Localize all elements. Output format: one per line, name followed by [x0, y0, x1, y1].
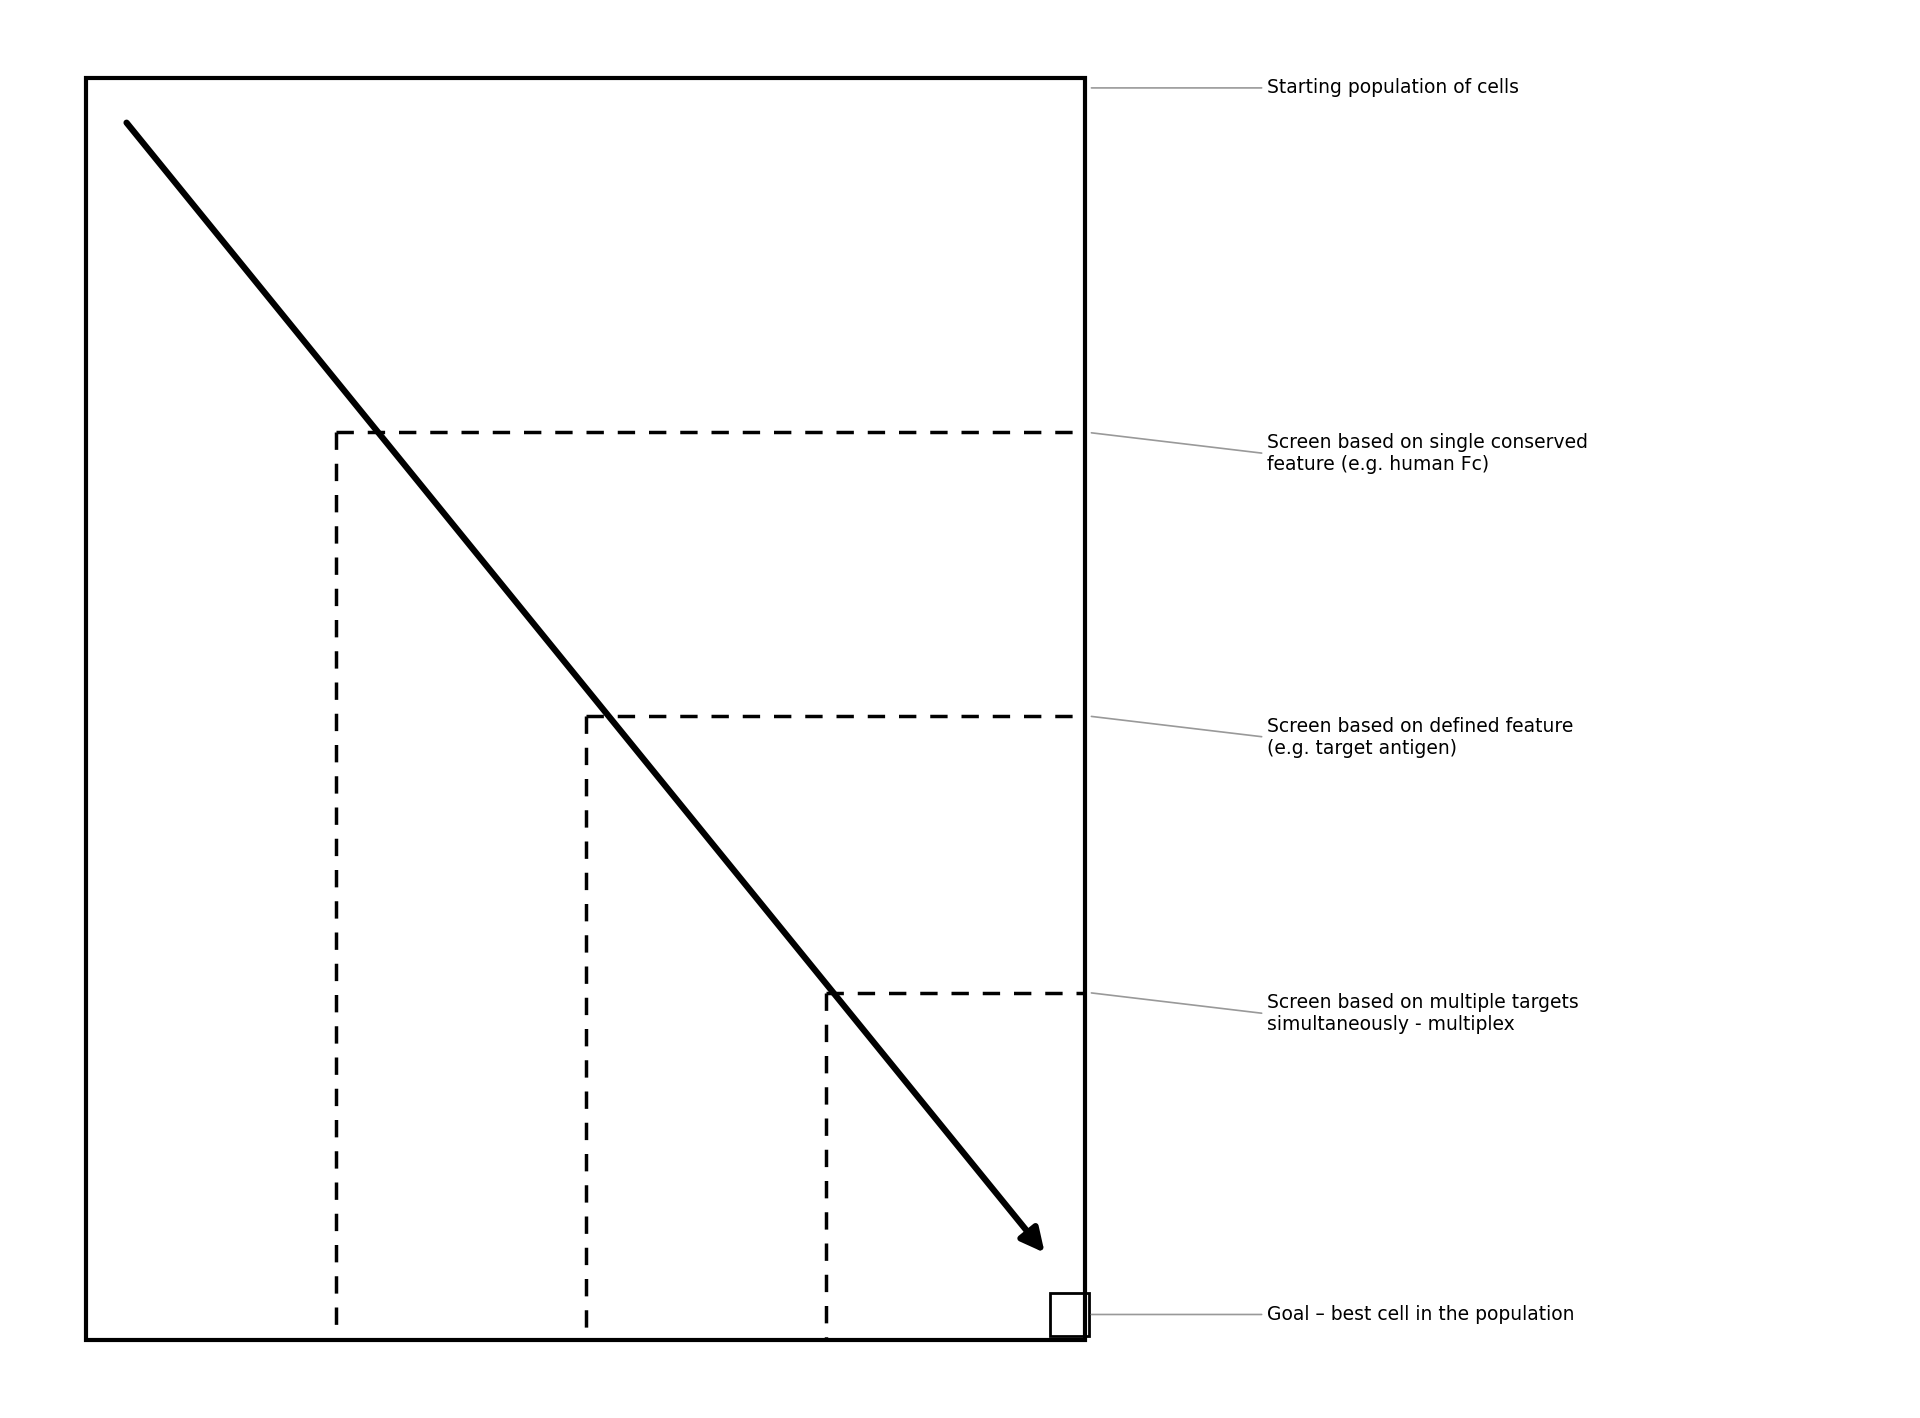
- Text: Goal – best cell in the population: Goal – best cell in the population: [1091, 1305, 1574, 1324]
- Text: Screen based on single conserved
feature (e.g. human Fc): Screen based on single conserved feature…: [1091, 432, 1588, 474]
- Text: Screen based on multiple targets
simultaneously - multiplex: Screen based on multiple targets simulta…: [1091, 993, 1578, 1034]
- Text: Screen based on defined feature
(e.g. target antigen): Screen based on defined feature (e.g. ta…: [1091, 716, 1574, 757]
- Bar: [86, 78, 1085, 1340]
- Text: Starting population of cells: Starting population of cells: [1091, 78, 1519, 98]
- Bar: [1050, 1293, 1089, 1336]
